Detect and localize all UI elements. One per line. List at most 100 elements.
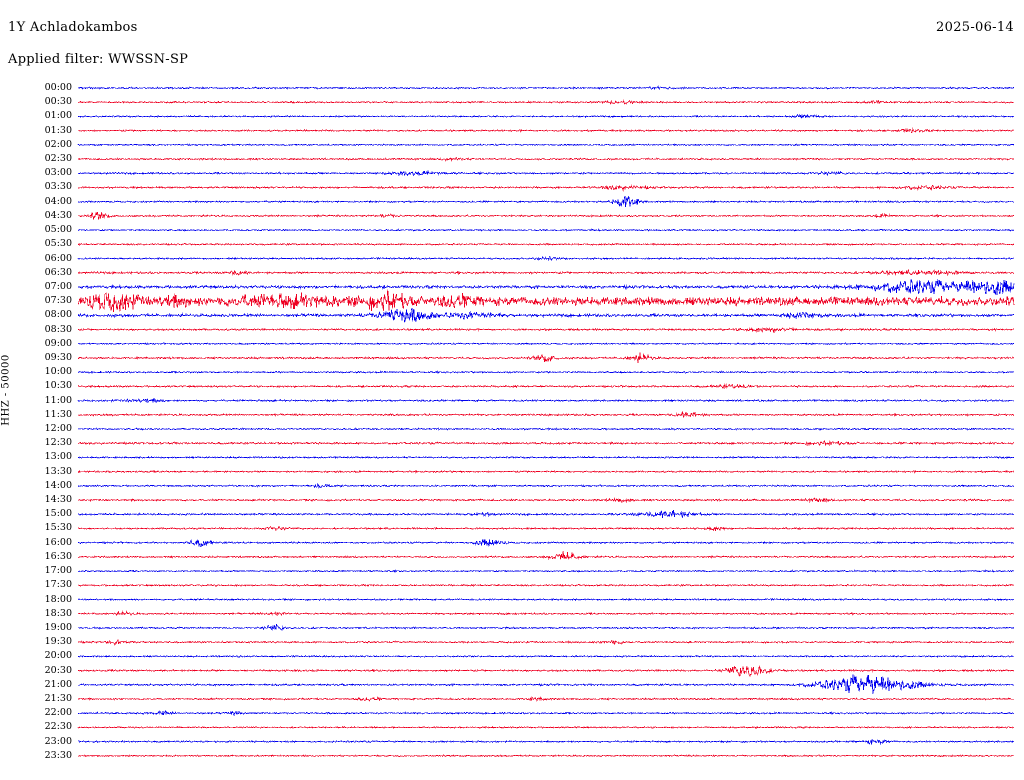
filter-label: Applied filter: WWSSN-SP	[8, 52, 189, 67]
time-tick-label: 10:30	[44, 380, 72, 392]
trace-line	[77, 242, 1015, 247]
time-tick-label: 21:30	[44, 692, 72, 704]
trace-line	[77, 195, 1015, 208]
time-tick-label: 12:00	[44, 423, 72, 434]
trace-line	[77, 352, 1015, 363]
time-tick-label: 22:00	[44, 707, 72, 719]
trace-line	[77, 639, 1015, 646]
trace-line	[77, 610, 1015, 617]
time-tick-label: 14:30	[44, 494, 72, 506]
time-tick-label: 18:00	[44, 593, 72, 605]
trace-line	[77, 170, 1015, 177]
time-tick-label: 18:30	[44, 607, 72, 619]
time-tick-label: 08:30	[44, 323, 72, 335]
time-tick-label: 13:30	[44, 465, 72, 477]
time-tick-label: 05:00	[44, 224, 72, 236]
trace-line	[77, 551, 1015, 561]
station-title: 1Y Achladokambos	[8, 20, 138, 35]
time-tick-label: 06:00	[44, 252, 72, 264]
time-tick-label: 11:30	[44, 408, 72, 420]
time-tick-label: 04:30	[44, 209, 72, 221]
trace-line	[77, 427, 1015, 431]
trace-line	[77, 342, 1015, 346]
time-tick-label: 20:30	[44, 664, 72, 676]
trace-line	[77, 228, 1015, 232]
date-label: 2025-06-14	[936, 20, 1014, 35]
trace-line	[77, 439, 1015, 447]
trace-line	[77, 211, 1015, 220]
trace-line	[77, 623, 1015, 631]
trace-line	[77, 469, 1015, 474]
trace-line	[77, 113, 1015, 120]
trace-line	[77, 509, 1015, 518]
time-tick-label: 21:00	[44, 678, 72, 690]
time-tick-label: 08:00	[44, 309, 72, 321]
time-tick-label: 16:30	[44, 550, 72, 562]
trace-line	[77, 665, 1015, 678]
trace-line	[77, 289, 1015, 312]
time-tick-label: 09:00	[44, 337, 72, 349]
time-tick-label: 00:30	[44, 96, 72, 108]
time-tick-label: 04:00	[44, 195, 72, 207]
trace-line	[77, 127, 1015, 134]
time-tick-label: 19:30	[44, 636, 72, 648]
time-tick-label: 01:00	[44, 110, 72, 122]
trace-line	[77, 279, 1015, 296]
trace-line	[77, 397, 1015, 404]
time-tick-label: 20:00	[44, 650, 72, 662]
time-tick-label: 11:00	[44, 394, 72, 406]
time-tick-label: 03:00	[44, 167, 72, 179]
trace-line	[77, 383, 1015, 390]
time-tick-label: 15:00	[44, 508, 72, 520]
trace-line	[77, 156, 1015, 162]
trace-line	[77, 569, 1015, 573]
time-tick-label: 12:30	[44, 437, 72, 449]
time-tick-label: 02:30	[44, 153, 72, 165]
trace-line	[77, 539, 1015, 548]
time-tick-label: 17:00	[44, 565, 72, 577]
time-tick-label: 02:00	[44, 138, 72, 150]
trace-line	[77, 455, 1015, 460]
time-tick-label: 15:30	[44, 522, 72, 534]
trace-line	[77, 725, 1015, 729]
trace-line	[77, 326, 1015, 333]
time-tick-label: 22:30	[44, 721, 72, 733]
trace-line	[77, 370, 1015, 374]
trace-line	[77, 674, 1015, 694]
trace-line	[77, 99, 1015, 105]
time-tick-label: 07:00	[44, 280, 72, 292]
trace-line	[77, 654, 1014, 658]
trace-line	[77, 739, 1015, 745]
time-tick-label: 19:00	[44, 621, 72, 633]
time-tick-label: 03:30	[44, 181, 72, 193]
time-tick-label: 14:00	[44, 479, 72, 491]
trace-line	[77, 85, 1015, 91]
time-tick-label: 10:00	[44, 366, 72, 378]
time-tick-label: 23:30	[44, 749, 72, 761]
trace-line	[77, 410, 1015, 418]
time-tick-label: 17:30	[44, 579, 72, 591]
time-tick-label: 01:30	[44, 124, 72, 136]
trace-line	[77, 269, 1015, 277]
time-tick-label: 09:30	[44, 351, 72, 363]
time-tick-label: 23:00	[44, 735, 72, 747]
trace-line	[77, 307, 1015, 323]
time-tick-label: 16:00	[44, 536, 72, 548]
time-tick-label: 13:00	[44, 451, 72, 463]
trace-line	[77, 497, 1015, 504]
time-tick-label: 00:00	[44, 82, 72, 93]
trace-line	[77, 583, 1015, 587]
trace-line	[77, 525, 1015, 532]
time-tick-label: 07:30	[44, 295, 72, 307]
trace-line	[77, 256, 1015, 262]
trace-line	[77, 696, 1015, 703]
trace-line	[77, 597, 1015, 602]
trace-line	[77, 184, 1015, 192]
time-tick-label: 06:30	[44, 266, 72, 278]
trace-line	[77, 482, 1015, 490]
trace-line	[77, 709, 1015, 717]
trace-line	[77, 143, 1015, 147]
time-tick-label: 05:30	[44, 238, 72, 250]
